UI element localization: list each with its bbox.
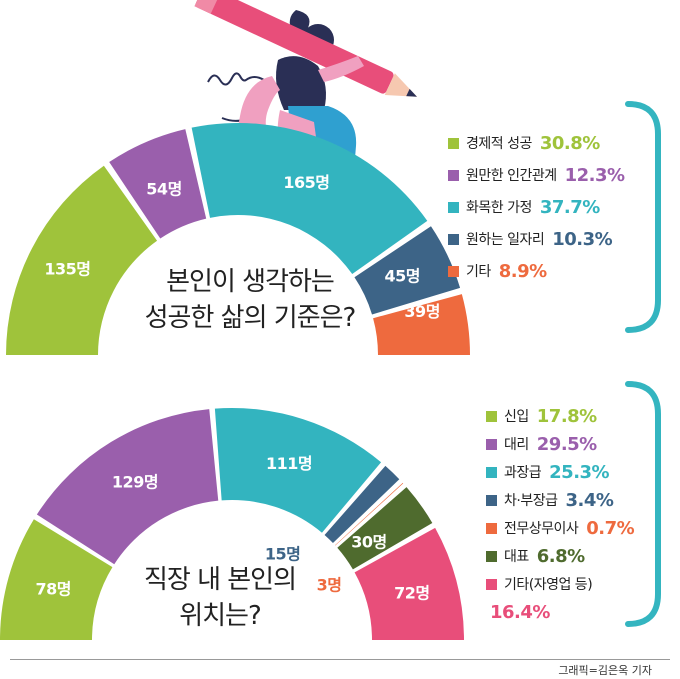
chart1-value-label-0: 135명 [44,259,90,278]
legend-percent: 8.9% [498,260,547,282]
chart1-legend-item: 경제적 성공 30.8% [448,127,625,159]
chart1-legend-item: 화목한 가정 37.7% [448,191,625,223]
chart1-title-line1: 본인이 생각하는 [166,267,335,297]
legend-percent: 25.3% [549,461,610,483]
chart2-legend: 신입 17.8% 대리 29.5% 과장급 25.3% 차·부장급 3.4% 전무상무이사 0.7… [486,402,635,626]
legend-label: 전무상무이사 [504,521,579,537]
bracket-top [625,101,661,333]
legend-percent: 17.8% [536,405,597,427]
legend-swatch [486,410,497,422]
chart2-legend-item: 대리 29.5% [486,430,634,458]
chart2-title: 직장 내 본인의 위치는? [110,562,330,634]
chart1-value-label-1: 54명 [146,179,182,198]
chart2-slice-3 [324,465,400,544]
chart2-legend-item: 신입 17.8% [486,402,634,430]
bracket-bottom [625,381,661,627]
legend-swatch [448,169,459,181]
chart1-value-label-4: 39명 [404,302,440,321]
chart2-slice-2 [214,407,382,533]
chart1-slice-3 [354,226,461,315]
legend-swatch [486,550,497,562]
chart2-value-label-3: 15명 [265,545,301,564]
chart2-legend-item: 차·부장급 3.4% [486,486,634,514]
legend-percent: 3.4% [565,489,614,511]
legend-label: 대리 [504,437,529,453]
chart2-value-label-2: 111명 [266,454,312,473]
chart2-slice-6 [354,527,464,640]
legend-percent: 29.5% [536,433,597,455]
chart2-legend-item: 대표 6.8% [486,542,634,570]
legend-label: 기타 [466,264,491,280]
legend-swatch [486,494,497,506]
chart1-slice-1 [109,129,207,239]
chart2-value-label-1: 129명 [112,472,158,491]
chart2-slice-1 [36,409,219,565]
legend-label: 신입 [504,409,529,425]
chart2-slice-4 [335,482,404,546]
chart2-legend-item-percent-row: 16.4% [486,598,634,626]
chart1-slice-2 [191,122,428,275]
legend-label: 기타(자영업 등) [504,577,593,593]
legend-label: 대표 [504,549,529,565]
legend-label: 차·부장급 [504,493,558,509]
chart1-legend-item: 기타 8.9% [448,255,625,287]
legend-swatch [486,438,497,450]
chart2-value-label-5: 30명 [351,532,387,551]
legend-percent: 10.3% [552,228,613,250]
graphic-credit: 그래픽=김은옥 기자 [558,664,652,677]
legend-label: 원만한 인간관계 [466,168,557,184]
chart2-legend-item: 기타(자영업 등) [486,570,634,598]
legend-label: 원하는 일자리 [466,232,545,248]
legend-swatch [448,137,459,149]
legend-swatch [448,265,459,277]
legend-label: 과장급 [504,465,542,481]
legend-swatch [448,233,459,245]
legend-swatch [448,201,459,213]
legend-swatch [486,466,497,478]
chart2-title-line2: 위치는? [179,601,262,631]
legend-swatch [486,522,497,534]
chart2-value-label-6: 72명 [394,584,430,603]
legend-percent: 12.3% [564,164,625,186]
legend-label: 화목한 가정 [466,200,532,216]
chart1-slice-0 [6,165,158,355]
chart2-slice-0 [0,519,113,640]
chart1-title-line2: 성공한 삶의 기준은? [144,303,357,333]
legend-percent: 0.7% [586,517,635,539]
chart1-legend: 경제적 성공 30.8% 원만한 인간관계 12.3% 화목한 가정 37.7% 원하는 일… [448,127,625,287]
legend-swatch [486,578,497,590]
chart1-legend-item: 원만한 인간관계 12.3% [448,159,625,191]
chart1-value-label-3: 45명 [384,267,420,286]
chart1-slice-4 [373,294,470,355]
chart2-title-line1: 직장 내 본인의 [143,565,297,595]
legend-label: 경제적 성공 [466,136,532,152]
chart1-legend-item: 원하는 일자리 10.3% [448,223,625,255]
legend-percent: 16.4% [490,601,550,623]
chart1-value-label-2: 165명 [283,173,329,192]
chart2-legend-item: 과장급 25.3% [486,458,634,486]
chart2-legend-item: 전무상무이사 0.7% [486,514,635,542]
chart1-title: 본인이 생각하는 성공한 삶의 기준은? [100,264,400,336]
legend-percent: 30.8% [539,132,600,154]
legend-percent: 37.7% [539,196,600,218]
legend-percent: 6.8% [536,545,585,567]
chart2-value-label-0: 78명 [35,580,71,599]
chart2-value-label-4: 3명 [317,575,342,594]
chart2-slice-5 [337,487,433,570]
footer-rule [10,659,670,660]
